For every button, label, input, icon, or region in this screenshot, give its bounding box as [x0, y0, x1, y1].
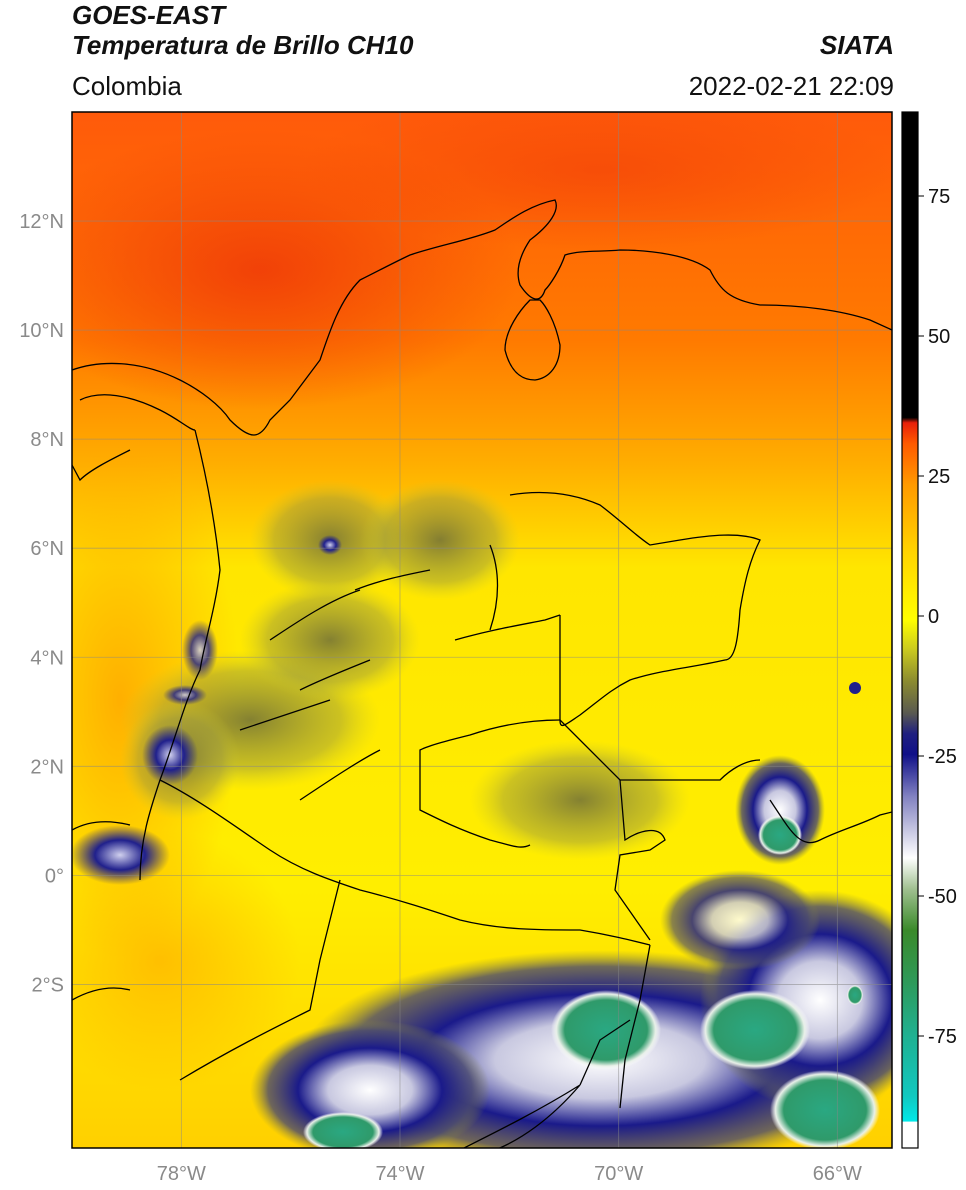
product-title: Temperatura de Brillo CH10	[72, 30, 414, 60]
colorbar-tick-label: -75	[928, 1026, 957, 1048]
lon-tick-label: 78°W	[157, 1163, 206, 1185]
colorbar-tick-label: 0	[928, 606, 939, 628]
lon-tick-label: 74°W	[375, 1163, 424, 1185]
lat-tick-label: 12°N	[19, 211, 64, 233]
lat-tick-label: 8°N	[30, 429, 64, 451]
colorbar-tick-label: 25	[928, 466, 950, 488]
lat-tick-label: 0°	[45, 865, 64, 887]
colorbar	[901, 111, 919, 1149]
satellite-title: GOES-EAST	[72, 0, 226, 30]
latitude-tick-labels: 12°N 10°N 8°N 6°N 4°N 2°N 0° 2°S	[19, 211, 64, 996]
lat-tick-label: 4°N	[30, 647, 64, 669]
country-borders	[72, 199, 892, 1148]
lon-tick-label: 66°W	[813, 1163, 862, 1185]
colorbar-tick-label: -50	[928, 886, 957, 908]
graticule	[72, 112, 892, 1148]
organization-label: SIATA	[819, 30, 894, 60]
region-label: Colombia	[72, 71, 182, 101]
colorbar-tick-label: 50	[928, 326, 950, 348]
map-frame	[71, 111, 893, 1149]
temperature-field	[72, 112, 892, 1148]
colorbar-tick-label: -25	[928, 746, 957, 768]
lat-tick-label: 2°N	[30, 756, 64, 778]
lat-tick-label: 6°N	[30, 538, 64, 560]
lat-tick-label: 10°N	[19, 320, 64, 342]
lon-tick-label: 70°W	[594, 1163, 643, 1185]
colorbar-tick-label: 75	[928, 186, 950, 208]
datetime-label: 2022-02-21 22:09	[688, 71, 894, 101]
colorbar-ticks: 75 50 25 0 -25 -50 -75	[918, 186, 957, 1048]
lat-tick-label: 2°S	[32, 974, 64, 996]
longitude-tick-labels: 78°W 74°W 70°W 66°W	[157, 1163, 862, 1185]
